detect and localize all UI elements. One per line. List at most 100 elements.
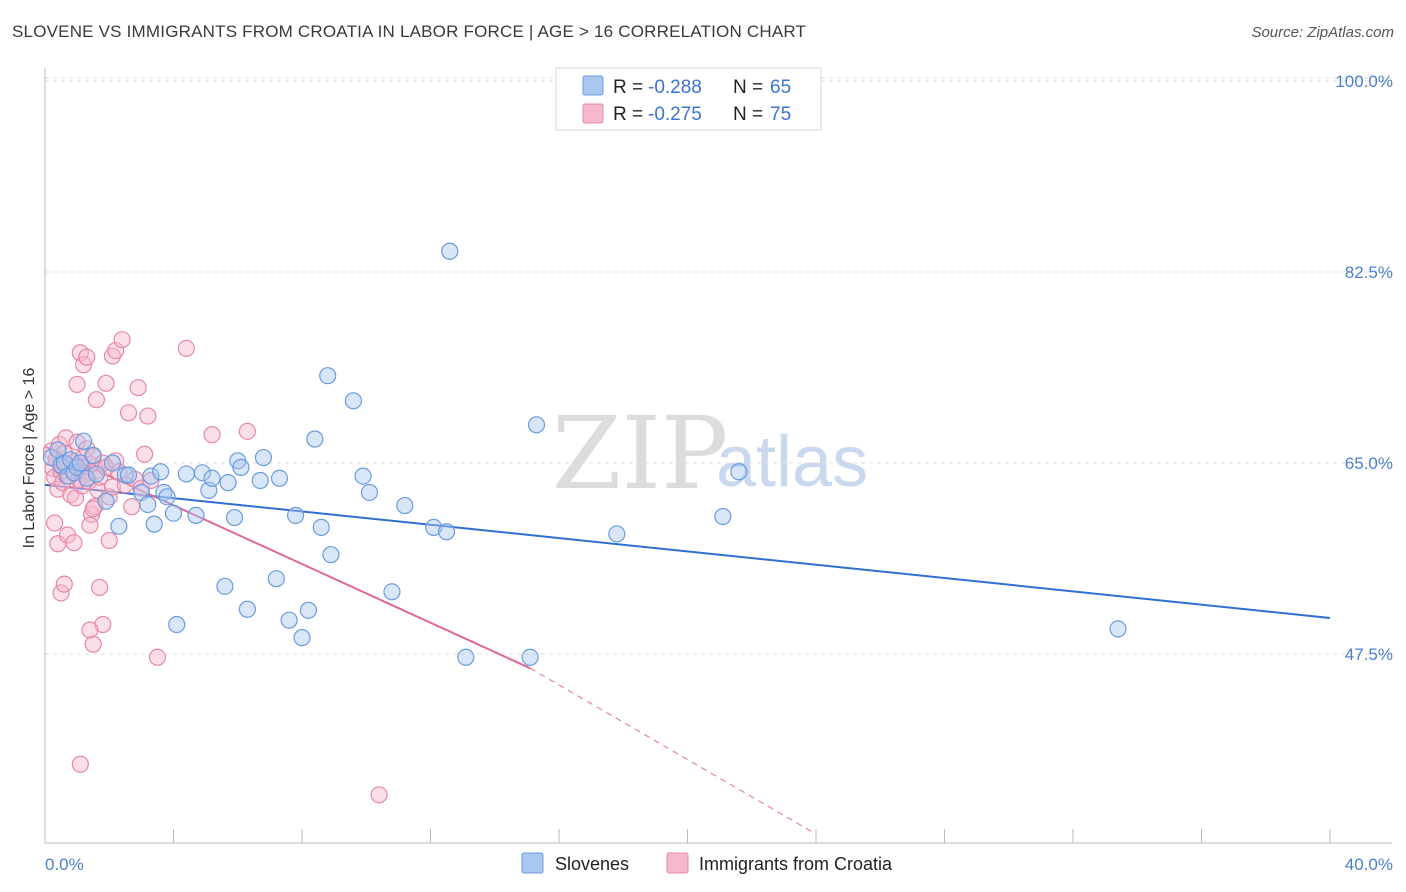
croatia-point	[65, 534, 83, 552]
stats-legend: R = -0.288 N = 65 R = -0.275 N = 75	[555, 67, 822, 131]
slovene-point	[286, 506, 305, 524]
legend-croatia-swatch	[666, 852, 689, 874]
legend-slovenes-swatch	[521, 852, 544, 874]
croatia-point	[177, 339, 195, 357]
slovene-point	[322, 546, 340, 564]
slovene-point	[74, 432, 93, 450]
slovene-point	[168, 615, 186, 634]
slovene-point	[87, 465, 106, 483]
slovene-point	[344, 392, 362, 410]
slovene-point	[145, 515, 163, 533]
croatia-point	[238, 422, 256, 440]
slovene-point	[110, 517, 128, 535]
slovene-point	[319, 367, 337, 385]
slovene-point	[457, 648, 475, 666]
slovene-point	[152, 463, 170, 481]
croatia-point	[119, 404, 138, 422]
slovene-point	[521, 648, 539, 666]
x-tick-label-min: 0.0%	[45, 855, 84, 874]
slovene-point	[396, 496, 414, 515]
y-tick-label: 100.0%	[1335, 72, 1393, 91]
slovene-point	[1109, 620, 1127, 638]
slovene-point	[158, 488, 176, 506]
data-points	[42, 242, 1127, 804]
slovene-point	[84, 446, 102, 464]
croatia-point	[142, 471, 160, 490]
slovene-point	[312, 518, 330, 536]
slovene-point	[238, 600, 256, 618]
croatia-point	[100, 531, 118, 550]
croatia-point	[370, 786, 388, 804]
slovene-point	[441, 242, 459, 260]
slovene-point	[306, 430, 324, 448]
legend-n-label-2: N =	[733, 104, 763, 125]
slovene-point	[103, 454, 122, 472]
slovene-point	[177, 465, 195, 483]
slovene-point	[293, 629, 311, 647]
croatia-point	[116, 476, 134, 494]
watermark-atlas: atlas	[716, 422, 868, 502]
series-legend: Slovenes Immigrants from Croatia	[521, 852, 893, 874]
tick-labels: 47.5% 65.0% 82.5% 100.0% 0.0% 40.0%	[45, 72, 1393, 874]
croatia-point	[57, 429, 75, 447]
croatia-point	[78, 348, 96, 366]
slovene-point	[97, 492, 115, 510]
chart-title: SLOVENE VS IMMIGRANTS FROM CROATIA IN LA…	[12, 22, 807, 41]
legend-r-label-1: R =	[613, 77, 643, 98]
slovene-point	[142, 467, 160, 485]
legend-n-value-1: 65	[770, 77, 791, 98]
croatia-swatch	[582, 103, 604, 124]
slovene-point	[608, 525, 626, 543]
croatia-point	[148, 648, 167, 666]
slovene-point	[730, 463, 748, 481]
croatia-point	[46, 514, 64, 532]
croatia-point	[103, 347, 122, 365]
slovene-point	[78, 469, 96, 487]
slovene-point	[267, 570, 285, 588]
source-label: Source: ZipAtlas.com	[1251, 24, 1394, 41]
legend-n-label-1: N =	[733, 77, 763, 98]
croatia-point	[55, 575, 73, 593]
croatia-point	[107, 341, 125, 360]
slovene-point	[527, 416, 546, 434]
slovene-point	[299, 601, 318, 619]
slovene-point	[164, 504, 183, 522]
croatia-point	[68, 375, 86, 394]
slovene-point	[219, 474, 237, 492]
legend-r-label-2: R =	[613, 104, 643, 125]
croatia-point	[81, 621, 99, 639]
croatia-point	[139, 407, 157, 425]
croatia-point	[68, 433, 86, 451]
croatia-point	[81, 516, 99, 534]
y-tick-label: 82.5%	[1345, 263, 1393, 282]
slovene-point	[425, 518, 443, 536]
slovene-point	[360, 483, 379, 502]
slovene-point	[203, 469, 221, 487]
slovene-point	[280, 611, 298, 629]
croatia-point	[71, 755, 89, 773]
croatia-point	[103, 478, 122, 496]
croatia-point	[203, 426, 221, 444]
croatia-point	[87, 391, 106, 409]
slovene-point	[193, 464, 212, 482]
croatia-point	[123, 498, 141, 516]
slovene-point	[251, 471, 269, 490]
slovene-point	[383, 583, 401, 601]
legend-r-value-1: -0.288	[648, 77, 702, 98]
croatia-point	[113, 331, 131, 349]
slovene-point	[232, 458, 250, 476]
legend-n-value-2: 75	[770, 104, 791, 125]
slovene-point	[65, 464, 83, 482]
y-tick-label: 65.0%	[1345, 454, 1393, 473]
slovene-point	[714, 507, 732, 526]
croatia-point	[91, 468, 109, 486]
croatia-point	[97, 374, 115, 392]
slovenes-swatch	[582, 75, 604, 96]
croatia-point	[129, 379, 147, 397]
slovenes-trend-line	[44, 483, 1331, 619]
croatia-point	[52, 584, 70, 602]
croatia-point	[84, 500, 102, 518]
croatia-point	[94, 615, 112, 634]
slovene-point	[225, 508, 244, 527]
